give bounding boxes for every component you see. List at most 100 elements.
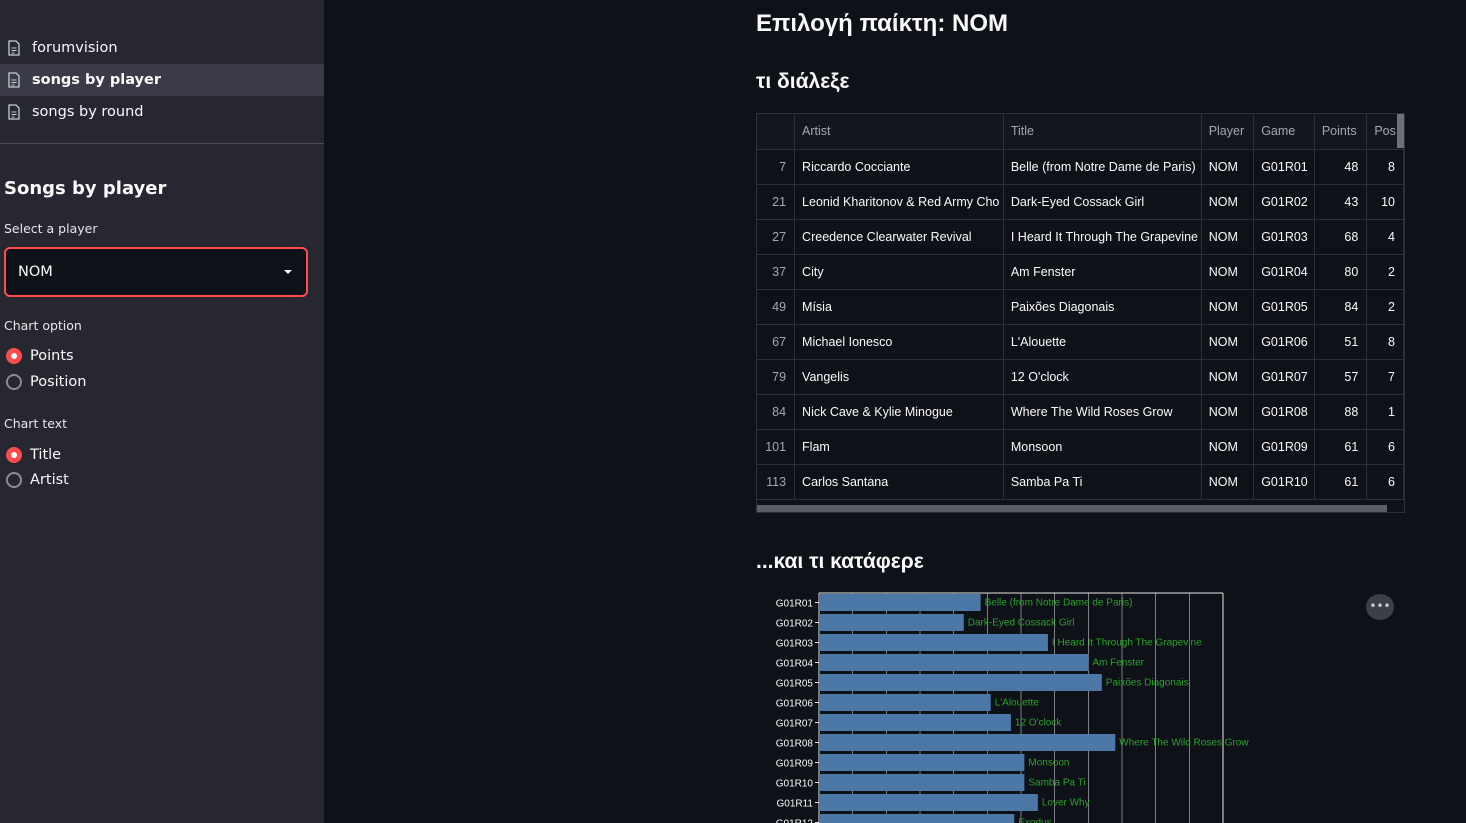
cell-game[interactable]: G01R08 [1253,394,1315,430]
bar [819,814,1015,823]
cell-index[interactable]: 67 [757,324,796,360]
cell-player[interactable]: NOM [1201,324,1255,360]
cell-player[interactable]: NOM [1201,254,1255,290]
cell-game[interactable]: G01R04 [1253,254,1315,290]
cell-points[interactable]: 61 [1314,464,1368,500]
table-row[interactable]: 49 Mísia Paixões Diagonais NOM G01R05 84 2 [757,289,1404,325]
cell-index[interactable]: 27 [757,219,796,255]
cell-title[interactable]: Monsoon [1003,429,1202,465]
radio-points[interactable]: Points [6,348,74,364]
cell-artist[interactable]: Carlos Santana [794,464,1004,500]
cell-points[interactable]: 68 [1314,219,1368,255]
table-row[interactable]: 101 Flam Monsoon NOM G01R09 61 6 [757,429,1404,465]
cell-player[interactable]: NOM [1201,219,1255,255]
cell-pos[interactable]: 2 [1366,289,1404,325]
cell-pos[interactable]: 6 [1366,429,1404,465]
vertical-scrollbar[interactable] [1397,114,1404,148]
cell-pos[interactable]: 1 [1366,394,1404,430]
radio-artist[interactable]: Artist [6,472,69,488]
cell-artist[interactable]: Leonid Kharitonov & Red Army Cho [794,184,1004,220]
table-row[interactable]: 27 Creedence Clearwater Revival I Heard It… [757,219,1404,255]
cell-game[interactable]: G01R05 [1253,289,1315,325]
cell-artist[interactable]: Creedence Clearwater Revival [794,219,1004,255]
cell-player[interactable]: NOM [1201,394,1255,430]
cell-index[interactable]: 7 [757,149,796,185]
table-row[interactable]: 113 Carlos Santana Samba Pa Ti NOM G01R10 61 6 [757,464,1404,500]
cell-artist[interactable]: Vangelis [794,359,1004,395]
cell-title[interactable]: 12 O'clock [1003,359,1202,395]
column-header-game[interactable]: Game [1253,114,1315,150]
cell-game[interactable]: G01R02 [1253,184,1315,220]
cell-game[interactable]: G01R01 [1253,149,1315,185]
nav-item-forumvision[interactable]: forumvision [0,32,324,64]
cell-index[interactable]: 113 [757,464,796,500]
cell-index[interactable]: 49 [757,289,796,325]
horizontal-scrollbar[interactable] [757,505,1387,512]
cell-artist[interactable]: Nick Cave & Kylie Minogue [794,394,1004,430]
cell-player[interactable]: NOM [1201,184,1255,220]
column-header-points[interactable]: Points [1314,114,1368,150]
cell-title[interactable]: I Heard It Through The Grapevine [1003,219,1202,255]
cell-game[interactable]: G01R07 [1253,359,1315,395]
cell-pos[interactable]: 8 [1366,149,1404,185]
cell-player[interactable]: NOM [1201,149,1255,185]
table-row[interactable]: 84 Nick Cave & Kylie Minogue Where The Wil… [757,394,1404,430]
table-row[interactable]: 7 Riccardo Cocciante Belle (from Notre Dam… [757,149,1404,185]
table-row[interactable]: 21 Leonid Kharitonov & Red Army Cho Dark-E… [757,184,1404,220]
cell-index[interactable]: 79 [757,359,796,395]
cell-game[interactable]: G01R09 [1253,429,1315,465]
cell-artist[interactable]: City [794,254,1004,290]
cell-pos[interactable]: 10 [1366,184,1404,220]
songs-table[interactable]: Artist Title Player Game Points Pos 7 Ric… [756,113,1405,513]
cell-game[interactable]: G01R03 [1253,219,1315,255]
cell-player[interactable]: NOM [1201,289,1255,325]
cell-title[interactable]: Where The Wild Roses Grow [1003,394,1202,430]
cell-index[interactable]: 84 [757,394,796,430]
cell-points[interactable]: 48 [1314,149,1368,185]
cell-title[interactable]: Dark-Eyed Cossack Girl [1003,184,1202,220]
cell-player[interactable]: NOM [1201,359,1255,395]
radio-title[interactable]: Title [6,447,61,463]
cell-points[interactable]: 51 [1314,324,1368,360]
cell-pos[interactable]: 7 [1366,359,1404,395]
chart-menu-button[interactable]: ••• [1366,594,1394,620]
column-header-player[interactable]: Player [1201,114,1255,150]
cell-pos[interactable]: 8 [1366,324,1404,360]
cell-points[interactable]: 57 [1314,359,1368,395]
cell-points[interactable]: 61 [1314,429,1368,465]
cell-points[interactable]: 80 [1314,254,1368,290]
nav-item-songs-by-round[interactable]: songs by round [0,96,324,128]
column-header-title[interactable]: Title [1003,114,1202,150]
cell-artist[interactable]: Flam [794,429,1004,465]
column-header-artist[interactable]: Artist [794,114,1004,150]
cell-points[interactable]: 84 [1314,289,1368,325]
cell-artist[interactable]: Riccardo Cocciante [794,149,1004,185]
player-select[interactable]: NOM [4,247,308,297]
cell-points[interactable]: 88 [1314,394,1368,430]
cell-title[interactable]: Paixões Diagonais [1003,289,1202,325]
cell-player[interactable]: NOM [1201,464,1255,500]
table-row[interactable]: 79 Vangelis 12 O'clock NOM G01R07 57 7 [757,359,1404,395]
cell-title[interactable]: Belle (from Notre Dame de Paris) [1003,149,1202,185]
cell-game[interactable]: G01R10 [1253,464,1315,500]
radio-position[interactable]: Position [6,374,86,390]
cell-pos[interactable]: 2 [1366,254,1404,290]
bar [819,674,1102,691]
nav-item-songs-by-player[interactable]: songs by player [0,64,324,96]
cell-artist[interactable]: Mísia [794,289,1004,325]
table-row[interactable]: 67 Michael Ionesco L'Alouette NOM G01R06 51 8 [757,324,1404,360]
cell-game[interactable]: G01R06 [1253,324,1315,360]
cell-title[interactable]: Am Fenster [1003,254,1202,290]
cell-title[interactable]: Samba Pa Ti [1003,464,1202,500]
cell-pos[interactable]: 4 [1366,219,1404,255]
cell-pos[interactable]: 6 [1366,464,1404,500]
cell-index[interactable]: 37 [757,254,796,290]
cell-title[interactable]: L'Alouette [1003,324,1202,360]
cell-points[interactable]: 43 [1314,184,1368,220]
cell-index[interactable]: 101 [757,429,796,465]
cell-index[interactable]: 21 [757,184,796,220]
table-row[interactable]: 37 City Am Fenster NOM G01R04 80 2 [757,254,1404,290]
bar [819,794,1038,811]
cell-artist[interactable]: Michael Ionesco [794,324,1004,360]
cell-player[interactable]: NOM [1201,429,1255,465]
